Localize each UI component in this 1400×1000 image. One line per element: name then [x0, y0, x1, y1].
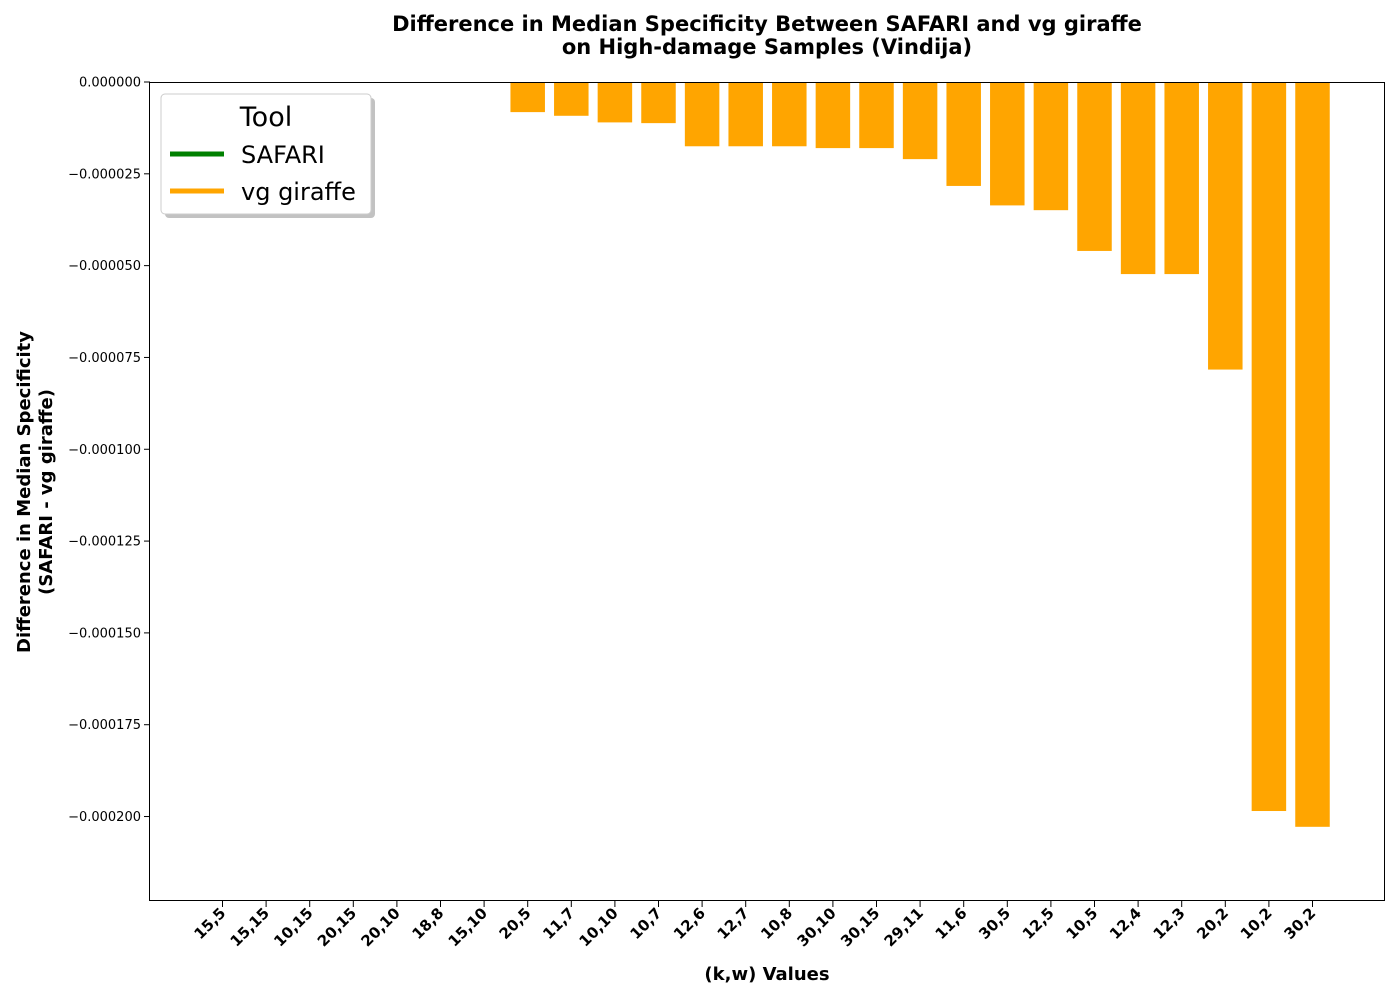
bar-30-5 — [990, 82, 1025, 206]
bar-12-3 — [1164, 82, 1199, 275]
x-tick-label: 10,5 — [1062, 904, 1101, 943]
bars-group — [510, 82, 1330, 827]
x-tick-label: 30,5 — [975, 904, 1014, 943]
bar-10-8 — [772, 82, 807, 147]
bar-12-7 — [728, 82, 763, 147]
bar-29-11 — [902, 82, 938, 160]
legend-title: Tool — [239, 102, 292, 133]
x-tick-label: 12,4 — [1106, 904, 1145, 943]
bar-20-2 — [1208, 82, 1243, 370]
bar-30-2 — [1295, 82, 1330, 827]
legend-box — [160, 93, 372, 215]
x-tick-label: 10,7 — [626, 904, 665, 943]
y-axis-label: Difference in Median Specificity (SAFARI… — [14, 331, 57, 653]
legend-label-vg-giraffe: vg giraffe — [241, 178, 356, 206]
x-tick-label: 20,2 — [1193, 904, 1232, 943]
bar-11-7 — [554, 82, 589, 116]
bar-20-5 — [510, 82, 545, 113]
x-tick-label: 30,15 — [837, 904, 883, 950]
x-tick-label: 12,6 — [670, 904, 709, 943]
bar-10-10 — [597, 82, 633, 123]
y-tick-label: −0.000175 — [68, 718, 141, 733]
x-tick-label: 18,8 — [408, 904, 447, 943]
x-tick-label: 15,5 — [190, 904, 229, 943]
x-tick-label: 10,8 — [757, 904, 796, 943]
x-tick-label: 10,2 — [1237, 904, 1276, 943]
y-tick-label: −0.000100 — [68, 443, 141, 458]
plot-frame — [149, 82, 1385, 901]
bar-10-5 — [1077, 82, 1112, 251]
bar-10-7 — [641, 82, 676, 124]
bar-12-5 — [1033, 82, 1069, 211]
x-tick-label: 12,5 — [1019, 904, 1058, 943]
x-tick-label: 12,3 — [1150, 904, 1189, 943]
x-tick-label: 15,15 — [227, 904, 273, 950]
x-tick-label: 12,7 — [714, 904, 753, 943]
y-tick-label: −0.000150 — [68, 626, 141, 641]
x-tick-label: 29,11 — [881, 904, 927, 950]
x-tick-label: 20,10 — [357, 904, 403, 950]
x-tick-label: 10,10 — [575, 904, 621, 950]
x-tick-label: 30,2 — [1280, 904, 1319, 943]
y-axis-label-line-2: (SAFARI - vg giraffe) — [36, 389, 57, 595]
y-tick-label: −0.000125 — [68, 535, 141, 550]
bar-12-4 — [1120, 82, 1156, 275]
legend: Tool SAFARI vg giraffe — [160, 93, 375, 218]
y-tick-label: −0.000200 — [68, 810, 141, 825]
x-tick-label: 15,10 — [445, 904, 491, 950]
x-tick-label: 10,15 — [270, 904, 316, 950]
bar-30-10 — [815, 82, 851, 149]
x-tick-label: 11,7 — [539, 904, 578, 943]
x-axis-label: (k,w) Values — [704, 964, 829, 985]
y-tick-label: −0.000025 — [68, 167, 141, 182]
x-tick-label: 20,5 — [496, 904, 535, 943]
y-tick-label: −0.000050 — [68, 259, 141, 274]
x-tick-label: 30,10 — [793, 904, 839, 950]
bar-30-15 — [859, 82, 894, 149]
bar-11-6 — [946, 82, 981, 186]
chart-title-line-1: Difference in Median Specificity Between… — [392, 12, 1142, 36]
chart-title-line-2: on High-damage Samples (Vindija) — [562, 35, 972, 59]
y-axis-label-line-1: Difference in Median Specificity — [14, 331, 35, 653]
x-tick-label: 20,15 — [314, 904, 360, 950]
y-tick-label: 0.000000 — [79, 76, 141, 91]
y-axis-ticks: 0.000000 −0.000025 −0.000050 −0.000075 −0.00… — [68, 76, 150, 825]
x-tick-label: 11,6 — [932, 904, 971, 943]
bar-12-6 — [684, 82, 720, 147]
legend-label-safari: SAFARI — [241, 141, 325, 169]
bar-10-2 — [1251, 82, 1287, 812]
y-tick-label: −0.000075 — [68, 351, 141, 366]
